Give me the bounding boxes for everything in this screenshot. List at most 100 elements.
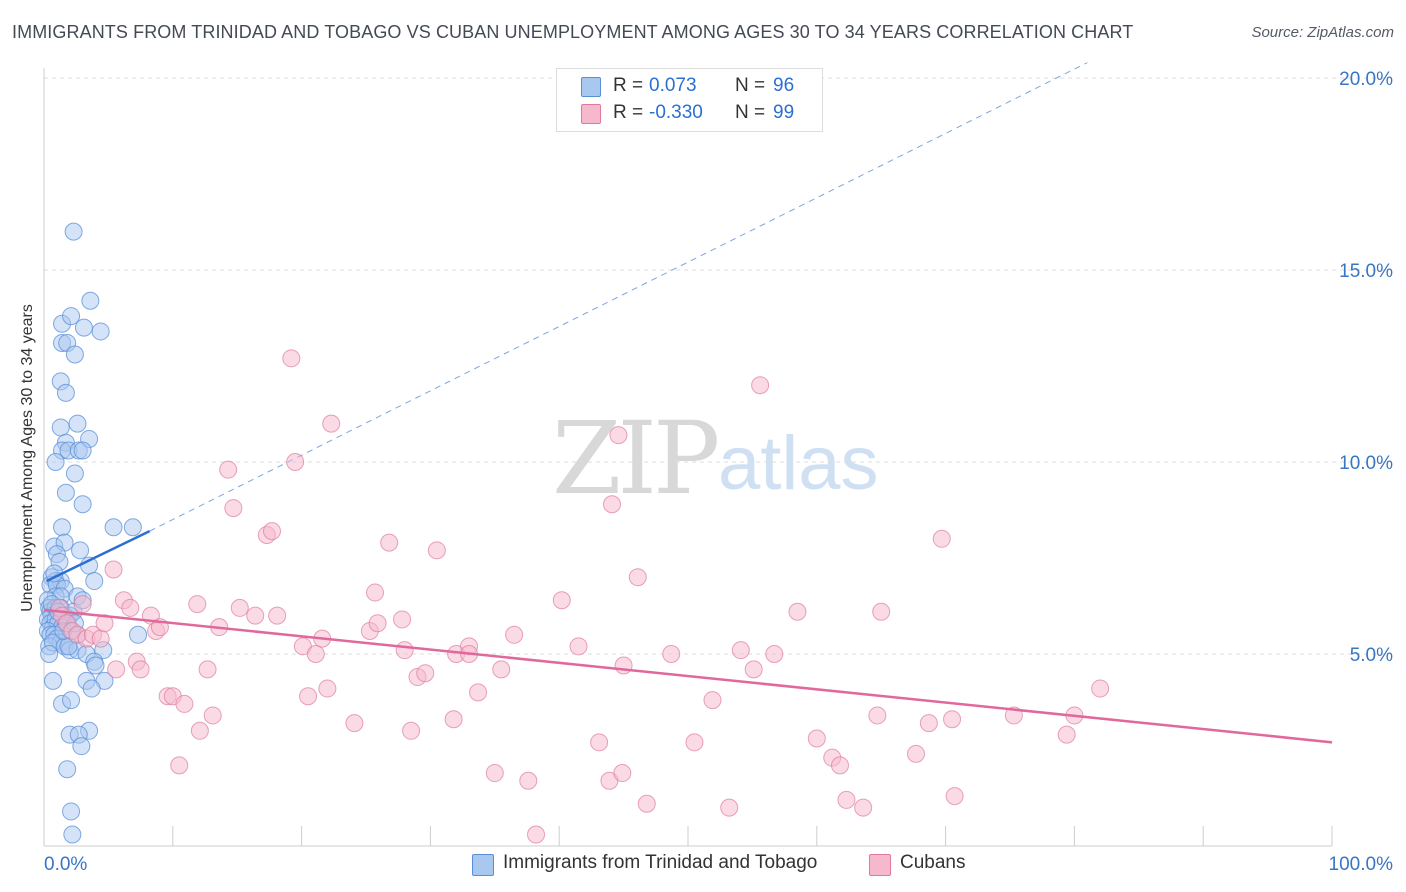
legend-n-value: 96 xyxy=(773,75,795,96)
trinidad-point xyxy=(62,307,81,326)
cuban-point xyxy=(830,756,849,775)
trinidad-point xyxy=(40,645,59,663)
cuban-point xyxy=(107,660,126,679)
cuban-point xyxy=(744,660,763,679)
cuban-point xyxy=(444,710,463,729)
cuban-trend-line xyxy=(43,608,1333,744)
correlation-legend: R = 0.073 N = 96 R = -0.330 N = 99 xyxy=(556,68,823,132)
trend-dashed-extension xyxy=(149,62,1088,532)
legend-r-label: R = xyxy=(613,75,644,96)
cuban-point xyxy=(1091,679,1110,698)
cuban-point xyxy=(609,426,628,445)
cuban-point xyxy=(95,614,114,633)
cuban-point xyxy=(485,764,504,783)
cuban-point xyxy=(637,794,656,813)
trinidad-point xyxy=(73,441,92,460)
y-tick-label: 15.0% xyxy=(1339,261,1393,282)
trinidad-point xyxy=(46,453,65,471)
trinidad-trend-line xyxy=(46,529,151,583)
cuban-point xyxy=(230,598,249,617)
cuban-point xyxy=(368,614,387,633)
watermark-zip: ZIP xyxy=(552,400,720,517)
y-tick-label: 20.0% xyxy=(1339,69,1393,90)
cuban-point xyxy=(943,710,962,729)
cuban-point xyxy=(246,606,265,625)
cuban-point xyxy=(569,637,588,656)
bottom-legend-label-cubans: Cubans xyxy=(900,852,966,873)
cuban-point xyxy=(131,660,150,679)
cuban-point xyxy=(318,679,337,698)
legend-n-label: N = xyxy=(735,102,766,123)
cuban-point xyxy=(613,764,632,783)
cuban-point xyxy=(751,376,770,395)
source-label: Source: ZipAtlas.com xyxy=(1251,24,1394,41)
cuban-point xyxy=(590,733,609,752)
trinidad-point xyxy=(44,671,63,690)
cuban-point xyxy=(198,660,217,679)
y-tick-label: 10.0% xyxy=(1339,453,1393,474)
cuban-point xyxy=(121,598,140,617)
trinidad-point xyxy=(64,222,83,241)
cuban-point xyxy=(731,641,750,660)
cuban-point xyxy=(720,798,739,817)
cuban-point xyxy=(552,591,571,610)
cuban-point xyxy=(262,522,281,541)
cuban-point xyxy=(299,687,318,706)
trinidad-point xyxy=(91,322,110,341)
cuban-point xyxy=(1057,725,1076,744)
x-tick-label: 100.0% xyxy=(1329,854,1394,875)
trinidad-point xyxy=(123,518,142,537)
cuban-point xyxy=(203,706,222,725)
cuban-point xyxy=(91,629,110,648)
cuban-point xyxy=(306,645,325,663)
y-tick-labels: 5.0% 10.0% 15.0% 20.0% xyxy=(1339,69,1393,666)
trinidad-point xyxy=(81,291,100,310)
cuban-point xyxy=(628,568,647,587)
trinidad-point xyxy=(53,518,72,537)
cuban-point xyxy=(868,706,887,725)
axes xyxy=(43,68,1333,847)
cuban-point xyxy=(469,683,488,702)
cuban-point xyxy=(662,645,681,663)
trinidad-point xyxy=(58,760,77,779)
cuban-point xyxy=(906,744,925,763)
x-tick-labels: 0.0% 100.0% xyxy=(44,854,1393,875)
legend-r-label: R = xyxy=(613,102,644,123)
trinidad-point xyxy=(65,345,84,364)
cuban-point xyxy=(492,660,511,679)
cuban-point xyxy=(322,414,341,433)
cuban-point xyxy=(219,460,238,479)
cuban-point xyxy=(393,610,412,629)
cuban-point xyxy=(73,595,92,614)
cuban-point xyxy=(919,714,938,733)
cuban-point xyxy=(807,729,826,748)
trinidad-point xyxy=(85,572,104,591)
cuban-point xyxy=(703,691,722,710)
trinidad-point xyxy=(71,541,90,560)
legend-swatch-cubans xyxy=(581,104,601,124)
bottom-legend-swatch-trinidad xyxy=(472,854,494,876)
cuban-point xyxy=(427,541,446,560)
y-axis-label: Unemployment Among Ages 30 to 34 years xyxy=(19,304,36,612)
cuban-point xyxy=(614,656,633,675)
trinidad-point xyxy=(62,691,81,710)
cuban-point xyxy=(505,625,524,644)
cuban-point xyxy=(837,790,856,809)
y-tick-label: 5.0% xyxy=(1350,645,1393,666)
trinidad-point xyxy=(68,414,87,433)
trinidad-point xyxy=(82,679,101,698)
cuban-point xyxy=(685,733,704,752)
trinidad-point xyxy=(74,318,93,337)
cuban-point xyxy=(282,349,301,368)
cuban-point xyxy=(519,771,538,790)
trinidad-point xyxy=(62,802,81,821)
trend-lines xyxy=(43,529,1333,744)
cuban-point xyxy=(286,453,305,471)
cuban-point xyxy=(527,825,546,844)
legend-r-value: -0.330 xyxy=(649,102,703,123)
cuban-point xyxy=(932,529,951,548)
cuban-point xyxy=(170,756,189,775)
cuban-point xyxy=(380,533,399,552)
watermark-atlas: atlas xyxy=(718,421,879,506)
series-cuban-points xyxy=(50,349,1110,844)
